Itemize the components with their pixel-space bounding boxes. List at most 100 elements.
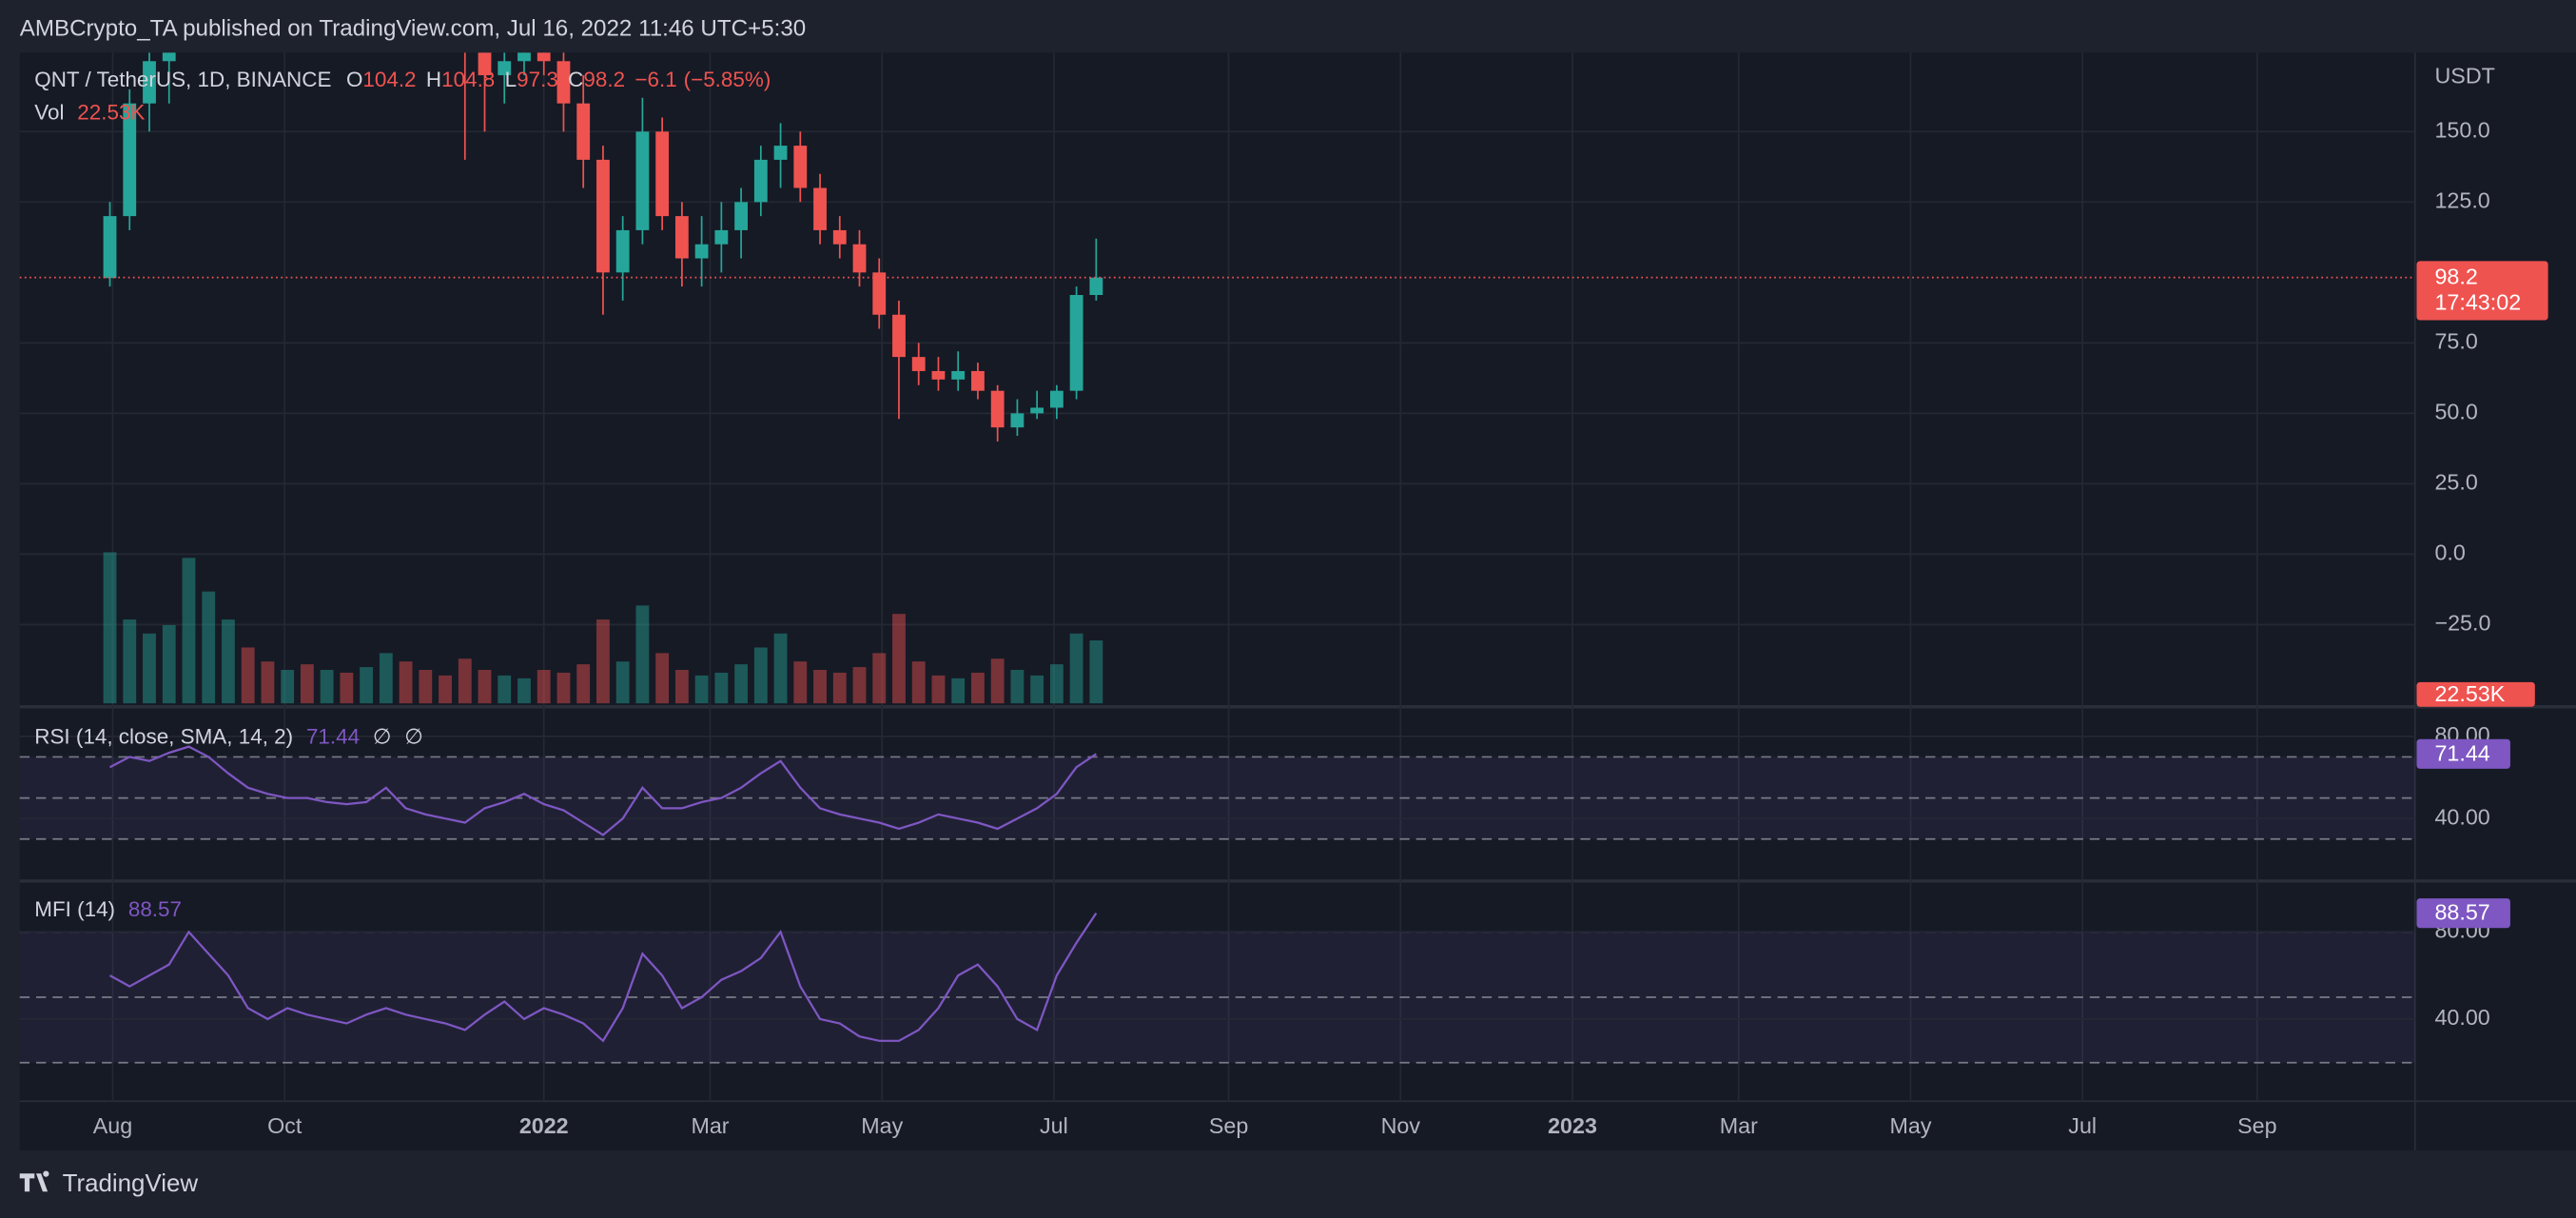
volume-bar (694, 675, 709, 704)
price-tag-label: 98.2 (2434, 265, 2477, 289)
y-tick-label: 50.0 (2434, 400, 2477, 424)
candle-body (1069, 295, 1083, 391)
volume-bar (202, 591, 216, 704)
candle-body (655, 131, 670, 217)
price-countdown: 17:43:02 (2434, 289, 2521, 314)
volume-bar (576, 664, 591, 704)
indicator-layer (109, 745, 1097, 836)
indicator-line (108, 913, 1098, 1043)
volume-bar (261, 661, 275, 704)
volume-bar (1010, 669, 1025, 704)
ohlc-key: C (568, 68, 583, 91)
candle-body (674, 216, 689, 259)
x-tick-label: Mar (691, 1113, 729, 1138)
candle-body (1010, 413, 1025, 428)
y-tick-label: 75.0 (2434, 328, 2477, 353)
volume-bar (911, 661, 926, 704)
volume-tag-label: 22.53K (2434, 681, 2505, 706)
volume-bar (714, 672, 729, 704)
change: −6.1 (634, 68, 676, 91)
candle-body (1049, 390, 1064, 408)
volume-bar (615, 661, 630, 704)
candle-body (852, 244, 867, 273)
candle-body (478, 52, 492, 76)
candle-body (773, 146, 788, 160)
main-legend: QNT / TetherUS, 1D, BINANCE O104.2 H104.8 L… (34, 68, 771, 91)
candle-body (911, 357, 926, 371)
volume-bar (793, 661, 808, 704)
volume-bar (300, 664, 314, 704)
volume-bar (162, 624, 176, 704)
candle-body (498, 61, 512, 76)
volume-legend: Vol 22.53K (34, 100, 145, 124)
brand-logo (19, 1170, 49, 1192)
value-tag-label: 88.57 (2434, 900, 2489, 925)
volume-bar (1030, 675, 1044, 704)
y-tick-label: −25.0 (2434, 611, 2490, 636)
y-tick-label: 25.0 (2434, 470, 2477, 495)
indicator-value: 88.57 (128, 897, 182, 921)
candle-body (990, 390, 1005, 428)
volume-bar (635, 605, 650, 704)
x-tick-label: May (861, 1113, 903, 1138)
price-tag (2416, 261, 2548, 321)
volume-bar (281, 669, 295, 704)
volume-bar (439, 675, 452, 704)
x-tick-label: Sep (1209, 1113, 1248, 1138)
volume-bar (123, 619, 137, 704)
chart-area (19, 52, 2576, 1151)
volume-bar (458, 658, 472, 704)
candle-body (694, 244, 709, 259)
x-tick-label: Mar (1720, 1113, 1758, 1138)
volume-bar (596, 619, 610, 704)
candle-body (517, 52, 531, 62)
volume-bar (399, 661, 413, 704)
x-tick-label: Sep (2237, 1113, 2276, 1138)
value-tag (2416, 898, 2510, 929)
candle-body (1030, 407, 1044, 414)
volume-bar (1089, 640, 1103, 704)
volume-bar (340, 672, 354, 704)
symbol-title: QNT / TetherUS, 1D, BINANCE (34, 68, 331, 91)
y-tick-label: 40.00 (2434, 1005, 2489, 1030)
volume-bar (478, 669, 492, 704)
volume-bar (852, 667, 867, 704)
value-tag (2416, 738, 2510, 769)
volume-bar (734, 664, 749, 704)
y-tick-label: 40.00 (2434, 804, 2489, 829)
indicator-title: MFI (14) (34, 897, 115, 921)
indicator-value: 71.44 (306, 725, 360, 749)
volume-bar (537, 669, 551, 704)
volume-bar (813, 669, 827, 704)
volume-bar (931, 675, 946, 704)
candle-body (734, 202, 749, 230)
volume-bar (1069, 633, 1083, 704)
candle-layer (103, 52, 1103, 442)
volume-bar (143, 633, 156, 704)
candle-body (143, 61, 156, 104)
candle-body (635, 131, 650, 230)
volume-bar (320, 669, 334, 704)
x-tick-label: 2023 (1548, 1113, 1597, 1138)
indicator-toggle: ∅ (404, 725, 423, 749)
volume-bar (971, 672, 985, 704)
x-tick-label: Oct (267, 1113, 302, 1138)
volume-bar (951, 678, 966, 704)
y-tick-label: 125.0 (2434, 187, 2489, 212)
volume-bar (674, 669, 689, 704)
volume-bar (419, 669, 433, 704)
indicator-toggle: ∅ (373, 725, 392, 749)
candle-body (951, 370, 966, 380)
volume-bar (556, 672, 571, 704)
volume-bar (1049, 664, 1064, 704)
value-tag-label: 71.44 (2434, 740, 2489, 765)
change-pct: (−5.85%) (684, 68, 771, 91)
x-tick-label: 2022 (519, 1113, 569, 1138)
ohlc-key: H (426, 68, 441, 91)
indicator-legend: MFI (14) 88.57 (34, 897, 182, 921)
volume-tag (2416, 681, 2535, 707)
ohlc-key: O (346, 68, 362, 91)
candle-body (556, 61, 571, 104)
candle-body (971, 370, 985, 391)
